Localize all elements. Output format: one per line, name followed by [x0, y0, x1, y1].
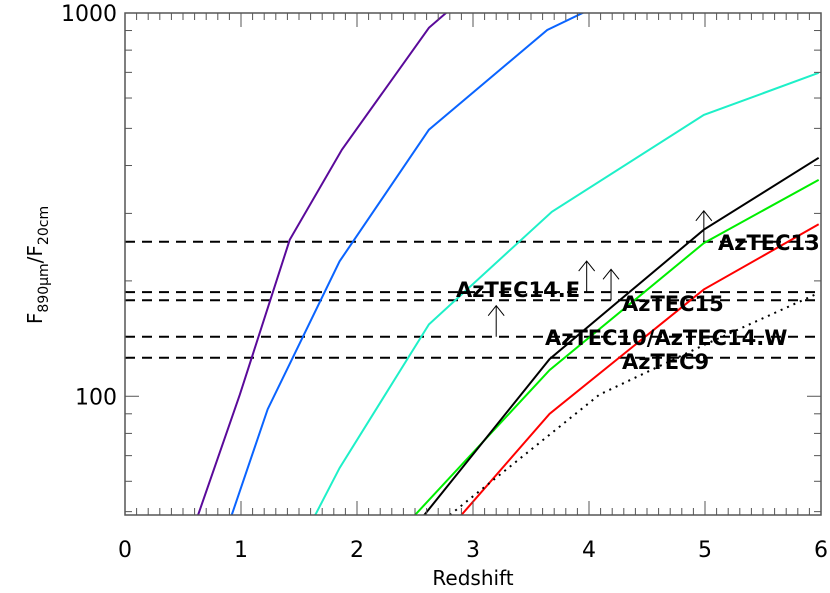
series-line-1 [230, 13, 585, 515]
series-line-2 [314, 71, 820, 515]
hline-label-1: AzTEC14.E [456, 278, 580, 302]
series-line-0 [197, 13, 448, 515]
y-tick-label: 100 [75, 385, 117, 410]
hline-label-0: AzTEC13 [718, 231, 820, 255]
hline-label-2: AzTEC15 [622, 292, 724, 316]
series-line-4 [423, 156, 820, 515]
x-tick-label: 1 [234, 538, 248, 563]
lower-limit-arrow-0 [695, 209, 713, 242]
x-tick-label: 4 [582, 538, 596, 563]
y-axis-label: F890µm/F20cm [23, 206, 52, 324]
lower-limit-arrow-3 [487, 304, 505, 337]
series-line-5 [460, 223, 820, 515]
lower-limit-arrow-1 [578, 260, 596, 293]
plot-frame [124, 12, 822, 516]
x-tick-label: 3 [466, 538, 480, 563]
lower-limit-arrow-2 [602, 268, 620, 301]
x-tick-label: 5 [698, 538, 712, 563]
x-tick-label: 2 [350, 538, 364, 563]
x-tick-label: 0 [118, 538, 132, 563]
plot-area [125, 13, 821, 515]
x-tick-label: 6 [814, 538, 828, 563]
hline-label-4: AzTEC9 [622, 350, 709, 374]
hline-label-3: AzTEC10/AzTEC14.W [545, 326, 787, 350]
y-tick-label: 1000 [61, 2, 117, 27]
svg-text:F890µm/F20cm: F890µm/F20cm [23, 206, 52, 324]
x-axis-label: Redshift [432, 566, 513, 590]
